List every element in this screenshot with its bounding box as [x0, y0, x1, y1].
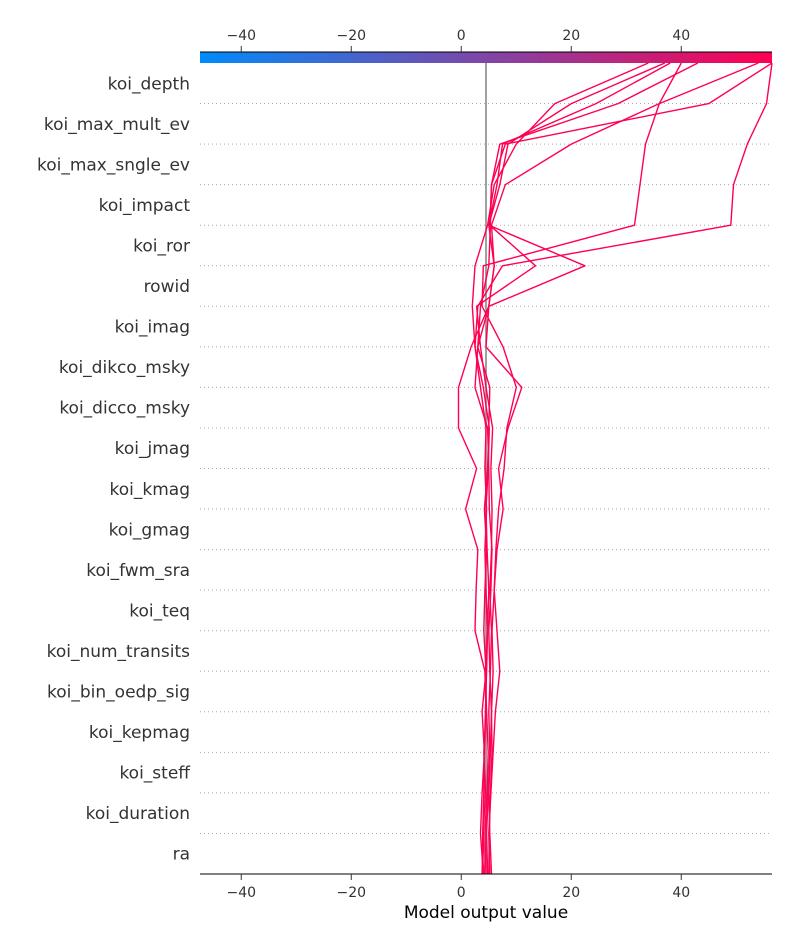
feature-label: koi_teq	[129, 601, 190, 621]
x-tick-label-top: 40	[672, 28, 690, 44]
feature-label: koi_impact	[99, 196, 191, 216]
feature-label: koi_gmag	[109, 520, 190, 540]
feature-label: koi_max_sngle_ev	[37, 155, 190, 175]
decision-line	[485, 62, 671, 875]
decision-line	[475, 62, 699, 875]
x-tick-label-bottom: −20	[336, 885, 366, 901]
x-tick-label-top: −20	[336, 28, 366, 44]
x-ticks: −40 −40 −20 −20 0 0 20 20 40 40	[226, 28, 690, 901]
feature-label: ra	[173, 845, 190, 865]
feature-label: koi_dicco_msky	[59, 399, 190, 419]
x-tick-label-top: −40	[226, 28, 256, 44]
feature-label: koi_imag	[115, 318, 190, 338]
x-tick-label-top: 0	[457, 28, 466, 44]
colorbar	[200, 52, 772, 63]
feature-label: koi_duration	[86, 804, 190, 824]
x-tick-label-bottom: −40	[226, 885, 256, 901]
feature-label: koi_kepmag	[89, 723, 190, 743]
x-axis-title: Model output value	[404, 903, 568, 923]
feature-label: koi_depth	[108, 74, 190, 94]
feature-label: koi_num_transits	[47, 642, 191, 662]
feature-label: koi_kmag	[110, 480, 190, 500]
feature-label: koi_jmag	[115, 439, 190, 459]
feature-label: koi_ror	[133, 236, 190, 256]
feature-gridlines	[200, 103, 772, 875]
feature-label: koi_max_mult_ev	[44, 115, 190, 135]
decision-line	[481, 62, 682, 875]
feature-labels: ra koi_duration koi_steff koi_kepmag koi_bin…	[37, 74, 191, 864]
decision-line	[471, 62, 649, 875]
feature-label: koi_dikco_msky	[59, 358, 190, 378]
x-tick-label-bottom: 40	[672, 885, 690, 901]
decision-line	[474, 62, 773, 875]
x-tick-label-top: 20	[562, 28, 580, 44]
feature-label: koi_fwm_sra	[86, 561, 190, 581]
feature-label: koi_steff	[119, 764, 191, 784]
feature-label: rowid	[144, 277, 190, 297]
x-tick-label-bottom: 0	[457, 885, 466, 901]
decision-lines	[457, 62, 773, 875]
feature-label: koi_bin_oedp_sig	[47, 683, 190, 703]
x-tick-label-bottom: 20	[562, 885, 580, 901]
